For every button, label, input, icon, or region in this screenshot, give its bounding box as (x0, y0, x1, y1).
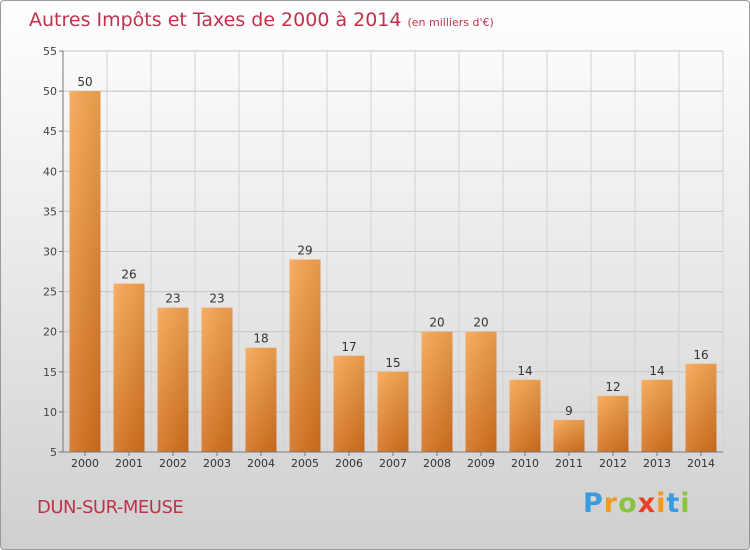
x-tick-label: 2014 (687, 457, 715, 470)
bar-shade (509, 379, 541, 452)
logo-letter: r (603, 488, 619, 519)
bar-shade (289, 259, 321, 452)
bar-value-label: 14 (649, 364, 664, 378)
logo-letter: i (656, 488, 667, 519)
bar-value-label: 23 (209, 292, 224, 306)
y-tick-label: 15 (43, 366, 57, 379)
x-tick-label: 2010 (511, 457, 539, 470)
bar-value-label: 50 (77, 75, 92, 89)
x-tick-label: 2012 (599, 457, 627, 470)
x-tick-label: 2009 (467, 457, 495, 470)
bar-shade (201, 307, 233, 452)
bar-value-label: 12 (605, 380, 620, 394)
chart-title: Autres Impôts et Taxes de 2000 à 2014 (en… (29, 9, 494, 31)
x-tick-label: 2006 (335, 457, 363, 470)
bar-shade (465, 331, 497, 452)
bar-shade (113, 283, 145, 452)
x-tick-label: 2005 (291, 457, 319, 470)
bar-value-label: 26 (121, 268, 136, 282)
title-text: Autres Impôts et Taxes de 2000 à 2014 (29, 9, 402, 31)
x-tick-label: 2003 (203, 457, 231, 470)
x-tick-label: 2002 (159, 457, 187, 470)
bar-shade (157, 307, 189, 452)
bar-shade (421, 331, 453, 452)
bar-shade (69, 91, 101, 452)
bar-shade (597, 395, 629, 452)
x-tick-label: 2000 (71, 457, 99, 470)
bar-value-label: 20 (473, 316, 488, 330)
y-tick-label: 20 (43, 326, 57, 339)
bar-value-label: 20 (429, 316, 444, 330)
y-tick-label: 55 (43, 45, 57, 58)
bar-value-label: 17 (341, 340, 356, 354)
y-tick-label: 10 (43, 406, 57, 419)
y-tick-label: 35 (43, 205, 57, 218)
bar-value-label: 16 (693, 348, 708, 362)
bar-value-label: 9 (565, 404, 573, 418)
bar-shade (641, 379, 673, 452)
logo-letter: t (666, 488, 681, 519)
x-tick-label: 2004 (247, 457, 275, 470)
y-tick-label: 45 (43, 125, 57, 138)
x-tick-label: 2011 (555, 457, 583, 470)
bar-shade (377, 371, 409, 452)
y-tick-label: 40 (43, 165, 57, 178)
bar-value-label: 15 (385, 356, 400, 370)
y-tick-label: 5 (50, 446, 57, 459)
bar-value-label: 29 (297, 244, 312, 258)
bar-value-label: 14 (517, 364, 532, 378)
bar-value-label: 18 (253, 332, 268, 346)
y-tick-label: 25 (43, 286, 57, 299)
proxiti-logo: Proxiti (583, 488, 691, 519)
logo-letter: x (637, 488, 657, 519)
place-name: DUN-SUR-MEUSE (37, 497, 184, 518)
x-tick-label: 2013 (643, 457, 671, 470)
y-tick-label: 30 (43, 246, 57, 259)
x-tick-label: 2008 (423, 457, 451, 470)
bar-value-label: 23 (165, 292, 180, 306)
bar-shade (245, 347, 277, 452)
bar-shade (685, 363, 717, 452)
logo-letter: i (680, 488, 691, 519)
x-tick-label: 2001 (115, 457, 143, 470)
logo-letter: o (618, 488, 638, 519)
title-unit: (en milliers d'€) (407, 16, 494, 29)
logo-letter: P (583, 488, 604, 519)
bar-shade (553, 419, 585, 452)
bar-shade (333, 355, 365, 452)
x-tick-label: 2007 (379, 457, 407, 470)
y-tick-label: 50 (43, 85, 57, 98)
